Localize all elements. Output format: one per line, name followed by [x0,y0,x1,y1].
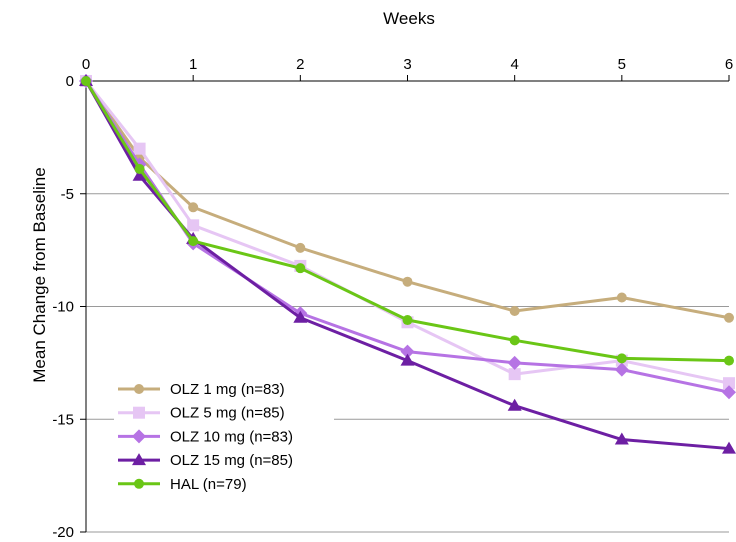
data-point [614,432,629,445]
data-point [616,292,627,303]
data-point [614,362,629,377]
series-2 [80,75,735,390]
legend-item-bg [114,449,334,472]
series-line [84,80,730,363]
data-point [402,276,413,287]
y-tick-label: 0 [66,73,74,90]
x-tick-label: 6 [725,56,733,73]
legend-item-bg [114,425,334,448]
legend-label: OLZ 5 mg (n=85) [170,405,285,422]
data-point [133,142,146,155]
x-tick-label: 4 [510,56,518,73]
x-tick-label: 3 [403,56,411,73]
legend-label: OLZ 1 mg (n=83) [170,381,285,398]
data-point [187,219,200,232]
x-axis-title: Weeks [383,9,435,28]
legend-item: OLZ 5 mg (n=85) [114,401,334,424]
legend-marker [133,406,145,419]
legend-item: OLZ 1 mg (n=83) [114,378,334,400]
data-point [295,242,306,253]
legend-item-bg [114,401,334,424]
legend-marker [132,453,146,466]
data-point [295,263,306,274]
data-point [400,353,415,366]
y-tick-label: -15 [52,411,74,428]
x-tick-label: 1 [189,56,197,73]
data-point [293,310,308,323]
legend-label: HAL (n=79) [170,476,247,493]
data-point [81,76,91,86]
series-lines [79,74,736,454]
series-5 [81,76,734,366]
series-line [84,80,730,451]
legend-marker [134,384,144,394]
data-point [188,202,199,213]
legend-item-bg [114,378,334,400]
series-line [84,80,730,394]
data-point [132,168,147,181]
data-point [508,368,521,381]
y-tick-label: -20 [52,524,74,541]
legend-item: HAL (n=79) [114,472,334,495]
data-point [723,377,735,390]
legend-item: OLZ 10 mg (n=83) [114,425,334,448]
data-point [724,355,734,366]
series-line [84,80,730,320]
y-tick-label: -10 [52,299,74,316]
data-point [722,441,736,454]
legend-item: OLZ 15 mg (n=85) [114,449,334,472]
series-1 [81,76,734,323]
data-point [722,385,736,400]
y-axis-title: Mean Change from Baseline [30,167,49,382]
data-point [507,398,522,411]
legend-marker [132,429,146,444]
x-tick-label: 2 [296,56,304,73]
legend-label: OLZ 15 mg (n=85) [170,452,293,469]
data-point [509,335,520,346]
x-tick-label: 5 [618,56,626,73]
data-point [402,315,413,326]
legend: OLZ 1 mg (n=83) OLZ 5 mg (n=85) OLZ 10 mg … [114,378,334,495]
data-point [616,353,627,364]
data-point [507,355,522,370]
legend-marker [134,478,144,489]
axes: 0 -5 -10 -15 -20 0 1 2 3 4 5 6 [52,56,733,541]
legend-item-bg [114,472,334,495]
x-tick-label: 0 [82,56,90,73]
data-point [134,163,145,174]
y-tick-label: -5 [61,186,74,203]
data-point [724,312,734,323]
legend-label: OLZ 10 mg (n=83) [170,428,293,445]
data-point [400,344,415,359]
series-line [84,80,730,385]
series-3 [79,74,736,400]
data-point [509,306,520,317]
data-point [188,236,199,247]
